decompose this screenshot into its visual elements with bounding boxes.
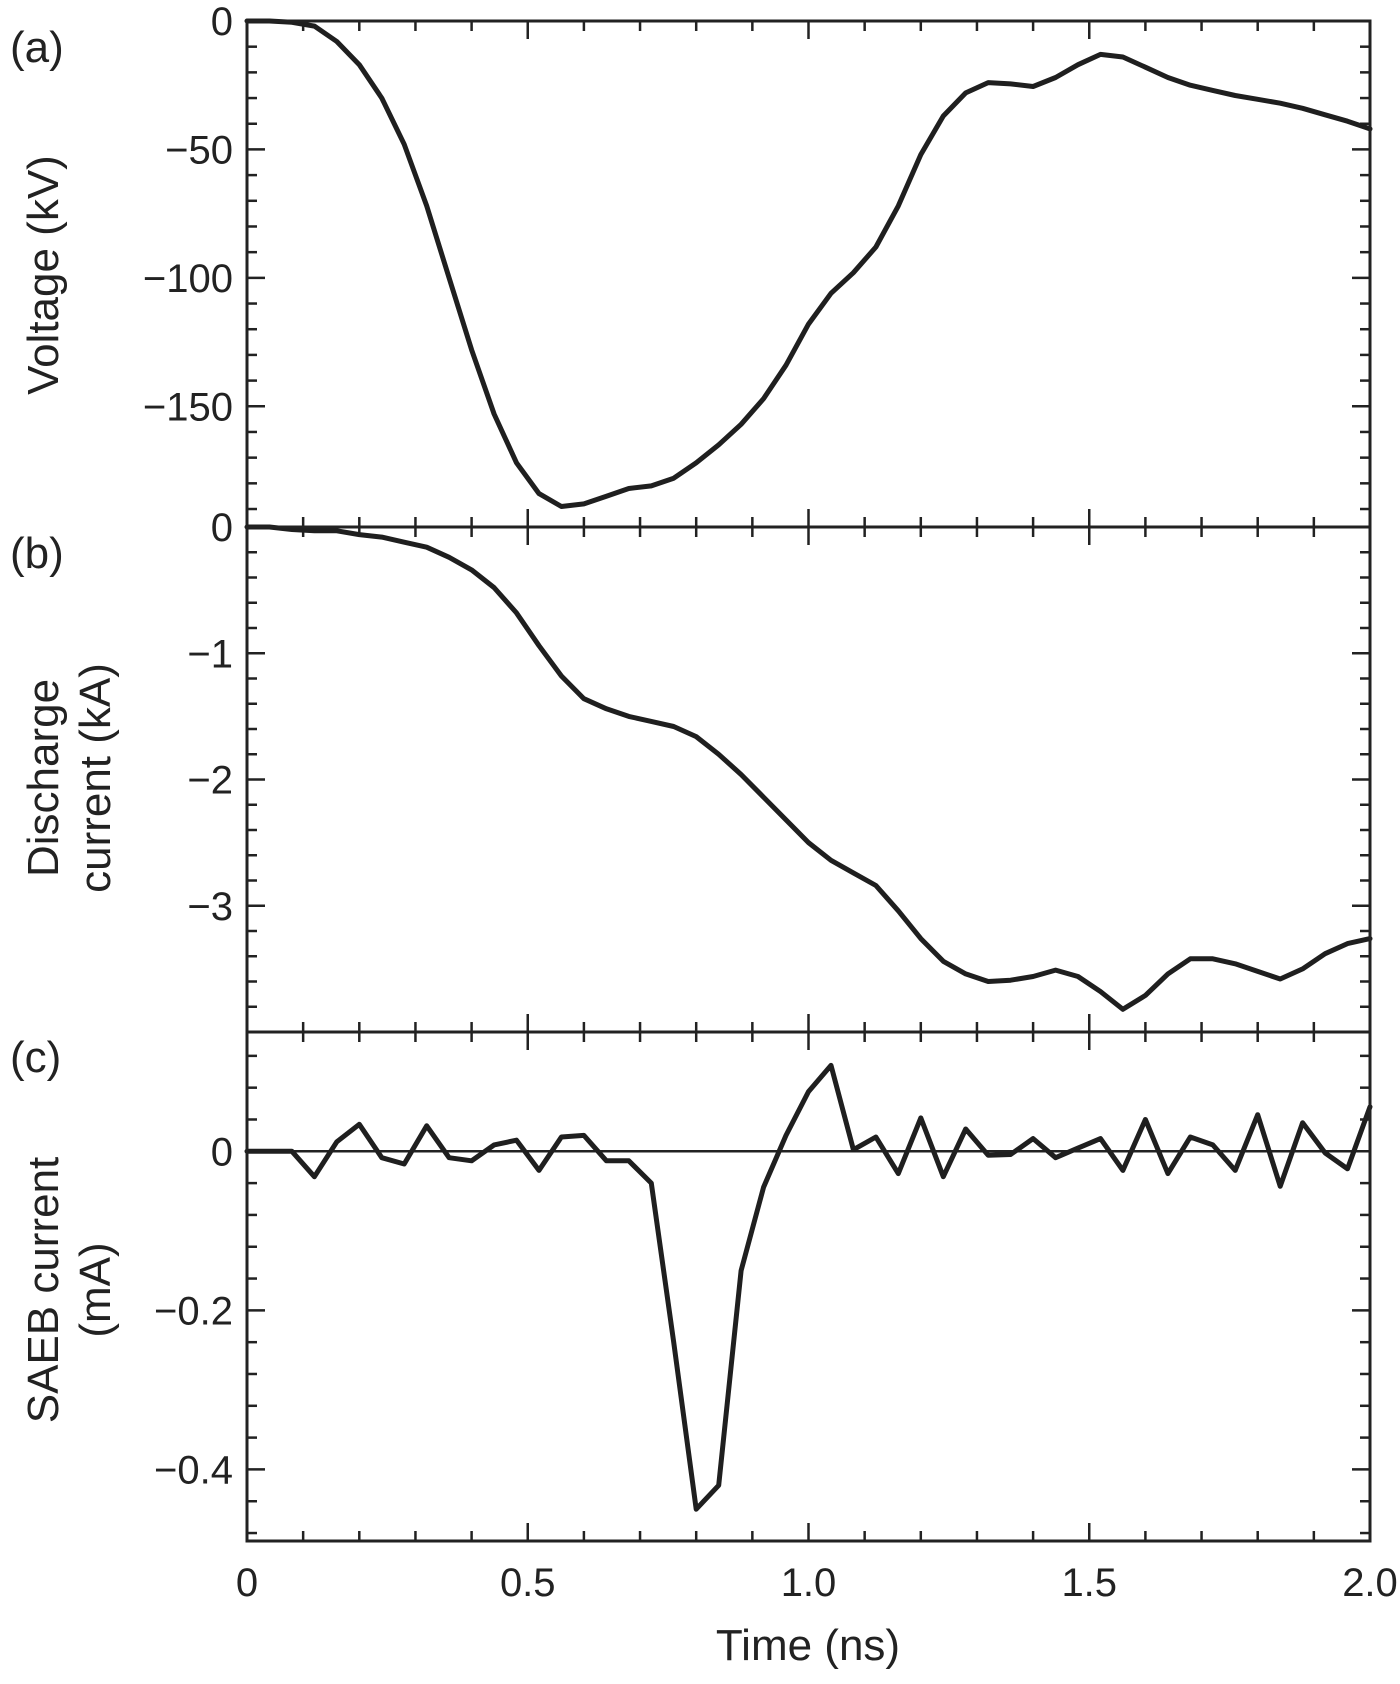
panel-c-xlabel: Time (ns) (716, 1621, 900, 1670)
panel-b-ticks (245, 525, 1372, 1034)
x-tick-label: 2.0 (1342, 1561, 1398, 1605)
panel-a: 0 −50 −100 −150 (a) Voltage (kV) (10, 0, 1373, 529)
panel-c-ylabel-line-2: (mA) (71, 1242, 120, 1337)
panel-c-frame (245, 1030, 1372, 1543)
panel-c-tag: (c) (10, 1033, 61, 1082)
y-tick-label: 0 (211, 1130, 233, 1174)
panel-b-ylabel-line-1: Discharge (19, 679, 68, 877)
y-tick-label: −150 (143, 385, 233, 429)
panel-a-ylabel: Voltage (kV) (19, 155, 68, 395)
panel-c-ylabel-line-1: SAEB current (19, 1157, 68, 1424)
y-tick-label: −0.2 (154, 1289, 233, 1333)
y-tick-label: −100 (143, 257, 233, 301)
panel-c-ticks (245, 1032, 1372, 1541)
saeb-current-series-line (244, 1062, 1373, 1512)
x-tick-label: 0.5 (500, 1561, 556, 1605)
y-tick-label: 0 (211, 0, 233, 44)
panel-c-xtick-labels: 0 0.5 1.0 1.5 2.0 (236, 1561, 1398, 1605)
panel-b-ylabel-line-2: current (kA) (71, 663, 120, 893)
panel-a-ticks (245, 19, 1372, 527)
panel-b-ytick-labels: 0 −1 −2 −3 (187, 506, 233, 929)
panel-a-frame (245, 19, 1372, 529)
voltage-series-line (244, 18, 1373, 509)
x-tick-label: 1.5 (1061, 1561, 1117, 1605)
discharge-current-series-line (244, 524, 1373, 1012)
y-tick-label: −50 (165, 128, 233, 172)
y-tick-label: −3 (187, 885, 233, 929)
y-tick-label: −0.4 (154, 1448, 233, 1492)
panel-a-ytick-labels: 0 −50 −100 −150 (143, 0, 233, 429)
y-tick-label: −2 (187, 759, 233, 803)
panel-b-ylabel: Discharge current (kA) (19, 663, 120, 893)
y-tick-label: 0 (211, 506, 233, 550)
panel-c-ylabel: SAEB current (mA) (19, 1157, 120, 1424)
panel-b: 0 −1 −2 −3 (b) Discharge current (kA) (10, 506, 1373, 1034)
panel-c: 0 −0.2 −0.4 0 0.5 1.0 1.5 2.0 (c) SAEB current… (10, 1030, 1398, 1670)
x-tick-label: 0 (236, 1561, 258, 1605)
panel-b-frame (245, 525, 1372, 1034)
y-tick-label: −1 (187, 632, 233, 676)
panel-c-ytick-labels: 0 −0.2 −0.4 (154, 1130, 233, 1492)
x-tick-label: 1.0 (781, 1561, 837, 1605)
panel-b-tag: (b) (10, 529, 64, 578)
panel-a-tag: (a) (10, 23, 64, 72)
